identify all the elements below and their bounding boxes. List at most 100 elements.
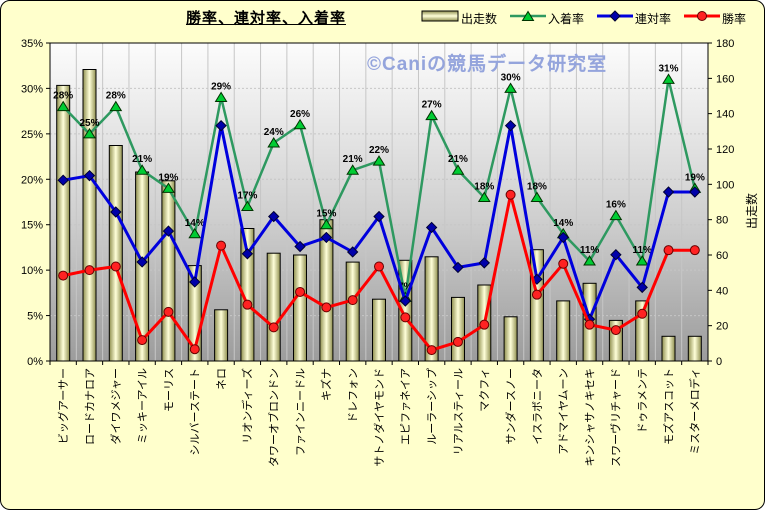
- bar-8: [266, 252, 281, 362]
- legend-bar-icon: [421, 9, 459, 27]
- legend-item-入着率[interactable]: 入着率: [509, 9, 584, 27]
- svg-text:10%: 10%: [21, 265, 43, 277]
- svg-text:20%: 20%: [21, 174, 43, 186]
- svg-text:29%: 29%: [211, 82, 231, 93]
- bar-18: [529, 249, 544, 362]
- svg-text:0: 0: [716, 356, 722, 368]
- svg-text:21%: 21%: [343, 154, 363, 165]
- bar-9: [293, 254, 307, 362]
- svg-text:16%: 16%: [606, 200, 626, 211]
- svg-text:11%: 11%: [632, 245, 652, 256]
- svg-text:18%: 18%: [474, 181, 494, 192]
- svg-text:24%: 24%: [264, 127, 284, 138]
- svg-text:キンシャサノキセキ: キンシャサノキセキ: [583, 368, 596, 466]
- legend-diamond-icon: [596, 9, 633, 27]
- svg-text:リアルスティール: リアルスティール: [453, 368, 465, 455]
- svg-text:ドゥラメンテ: ドゥラメンテ: [637, 368, 649, 434]
- svg-text:40: 40: [716, 285, 728, 297]
- svg-text:31%: 31%: [659, 63, 679, 74]
- svg-text:25%: 25%: [21, 129, 43, 141]
- svg-text:140: 140: [716, 109, 734, 121]
- svg-text:28%: 28%: [53, 91, 73, 102]
- bar-12: [372, 298, 386, 362]
- svg-text:マクフィ: マクフィ: [478, 368, 491, 412]
- svg-text:80: 80: [716, 215, 728, 227]
- legend-circle-icon: [683, 9, 720, 27]
- bar-17: [503, 316, 518, 362]
- bar-19: [556, 300, 571, 362]
- svg-text:18%: 18%: [527, 181, 547, 192]
- svg-text:11%: 11%: [580, 245, 600, 256]
- svg-text:5%: 5%: [27, 311, 43, 323]
- svg-text:シルバーステート: シルバーステート: [189, 368, 202, 455]
- svg-text:0%: 0%: [27, 356, 43, 368]
- svg-text:出走数: 出走数: [744, 193, 759, 229]
- svg-text:15%: 15%: [316, 209, 336, 220]
- legend-item-出走数[interactable]: 出走数: [421, 9, 497, 27]
- svg-text:22%: 22%: [369, 145, 389, 156]
- svg-text:120: 120: [716, 144, 734, 156]
- svg-text:21%: 21%: [448, 154, 468, 165]
- svg-text:100: 100: [716, 179, 734, 191]
- legend-item-連対率[interactable]: 連対率: [596, 9, 671, 27]
- bar-4: [161, 180, 176, 362]
- bar-23: [661, 335, 676, 362]
- svg-text:14%: 14%: [553, 218, 573, 229]
- chart-legend[interactable]: 出走数 入着率 連対率 勝率: [421, 9, 746, 27]
- bar-24: [687, 335, 702, 362]
- svg-text:キズナ: キズナ: [319, 368, 333, 401]
- svg-text:35%: 35%: [21, 38, 43, 50]
- svg-text:28%: 28%: [106, 91, 126, 102]
- bar-0: [56, 84, 71, 362]
- svg-text:21%: 21%: [132, 154, 152, 165]
- svg-text:スワーヴリチャード: スワーヴリチャード: [609, 368, 623, 467]
- svg-text:タワーオブロンドン: タワーオブロンドン: [267, 368, 281, 467]
- svg-text:サトノダイヤモンド: サトノダイヤモンド: [372, 368, 386, 467]
- bar-15: [451, 296, 465, 362]
- bar-2: [108, 145, 123, 362]
- svg-text:アドマイヤムーン: アドマイヤムーン: [557, 368, 570, 455]
- svg-text:25%: 25%: [79, 118, 99, 129]
- svg-text:ミッキーアイル: ミッキーアイル: [137, 368, 149, 444]
- svg-text:ロードカナロア: ロードカナロア: [83, 368, 96, 445]
- legend-label: 入着率: [547, 11, 584, 26]
- svg-text:30%: 30%: [501, 72, 521, 83]
- svg-text:19%: 19%: [158, 172, 178, 183]
- svg-text:ミスターメロディ: ミスターメロディ: [688, 368, 702, 455]
- svg-text:ダイワメジャー: ダイワメジャー: [109, 368, 123, 444]
- legend-label: 勝率: [721, 11, 746, 26]
- svg-text:7%: 7%: [398, 281, 413, 292]
- svg-text:30%: 30%: [21, 83, 43, 95]
- svg-text:15%: 15%: [21, 220, 43, 232]
- svg-text:17%: 17%: [237, 191, 257, 202]
- svg-text:19%: 19%: [685, 172, 705, 183]
- bar-6: [214, 309, 229, 362]
- svg-text:26%: 26%: [290, 109, 310, 120]
- svg-text:160: 160: [716, 73, 734, 85]
- svg-text:ファインニードル: ファインニードル: [295, 368, 307, 456]
- svg-text:ルーラーシップ: ルーラーシップ: [425, 368, 438, 445]
- bar-11: [345, 261, 360, 362]
- bar-1: [82, 69, 97, 362]
- svg-text:14%: 14%: [185, 218, 205, 229]
- svg-text:ネロ: ネロ: [215, 368, 228, 390]
- svg-text:モズアスコット: モズアスコット: [661, 368, 675, 445]
- legend-label: 出走数: [460, 11, 497, 26]
- legend-label: 連対率: [634, 11, 671, 26]
- svg-text:20: 20: [716, 321, 728, 333]
- svg-text:60: 60: [716, 250, 728, 262]
- svg-text:27%: 27%: [422, 100, 442, 111]
- svg-text:ビッグアーサー: ビッグアーサー: [56, 368, 70, 444]
- legend-triangle-icon: [509, 9, 546, 27]
- chart-title[interactable]: 勝率、連対率、入着率: [185, 10, 346, 27]
- svg-text:180: 180: [716, 38, 734, 50]
- svg-text:リオンディーズ: リオンディーズ: [240, 368, 254, 444]
- svg-text:モーリス: モーリス: [163, 368, 175, 412]
- svg-text:エピファネイア: エピファネイア: [399, 368, 412, 445]
- svg-text:イスラボニータ: イスラボニータ: [531, 368, 544, 445]
- svg-text:ドレフォン: ドレフォン: [348, 368, 360, 423]
- legend-item-勝率[interactable]: 勝率: [683, 9, 746, 27]
- svg-text:サンダースノー: サンダースノー: [503, 368, 517, 444]
